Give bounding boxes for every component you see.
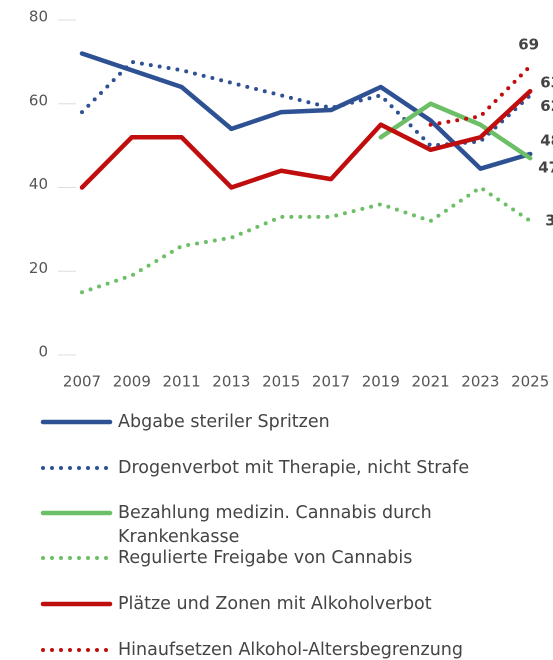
y-tick-label: 80	[29, 8, 48, 26]
legend-swatch	[41, 648, 112, 652]
end-label: 47	[538, 159, 553, 177]
x-tick-label: 2021	[412, 373, 450, 391]
legend-label: Hinaufsetzen Alkohol-Altersbegrenzung	[118, 640, 463, 660]
end-label: 63	[540, 74, 553, 92]
x-tick-label: 2025	[511, 373, 549, 391]
x-tick-label: 2013	[212, 373, 250, 391]
series-line	[428, 64, 533, 127]
legend-label: Bezahlung medizin. Cannabis durch Kranke…	[118, 503, 432, 547]
legend-label: Regulierte Freigabe von Cannabis	[118, 548, 413, 568]
series-line	[79, 51, 533, 171]
legend-label: Drogenverbot mit Therapie, nicht Strafe	[118, 458, 470, 478]
end-label: 48	[540, 132, 553, 150]
series-line	[79, 88, 533, 190]
x-tick-label: 2019	[362, 373, 400, 391]
end-label: 69	[518, 36, 539, 54]
legend-label: Plätze und Zonen mit Alkoholverbot	[118, 594, 432, 614]
legend-swatch	[41, 466, 112, 470]
legend-swatch	[41, 556, 112, 560]
legend-swatch	[40, 601, 113, 607]
y-tick-label: 0	[38, 343, 48, 361]
x-tick-label: 2023	[461, 373, 499, 391]
legend-label: Abgabe steriler Spritzen	[118, 412, 330, 432]
x-tick-label: 2011	[163, 373, 201, 391]
series-line	[80, 185, 533, 295]
y-tick-label: 60	[29, 91, 48, 109]
legend-swatch	[40, 510, 113, 516]
end-label: 32	[545, 212, 553, 230]
x-tick-label: 2009	[113, 373, 151, 391]
legend-swatch	[40, 419, 113, 425]
series-line	[378, 101, 533, 161]
x-tick-label: 2017	[312, 373, 350, 391]
end-label: 62	[540, 97, 553, 115]
y-tick-label: 20	[29, 259, 48, 277]
chart: 0 20 40 60 80 2007 2009 2011 2013 2015 2017 2019 202…	[29, 8, 553, 391]
x-tick-label: 2007	[63, 373, 101, 391]
x-tick-label: 2015	[262, 373, 300, 391]
y-tick-label: 40	[29, 175, 48, 193]
